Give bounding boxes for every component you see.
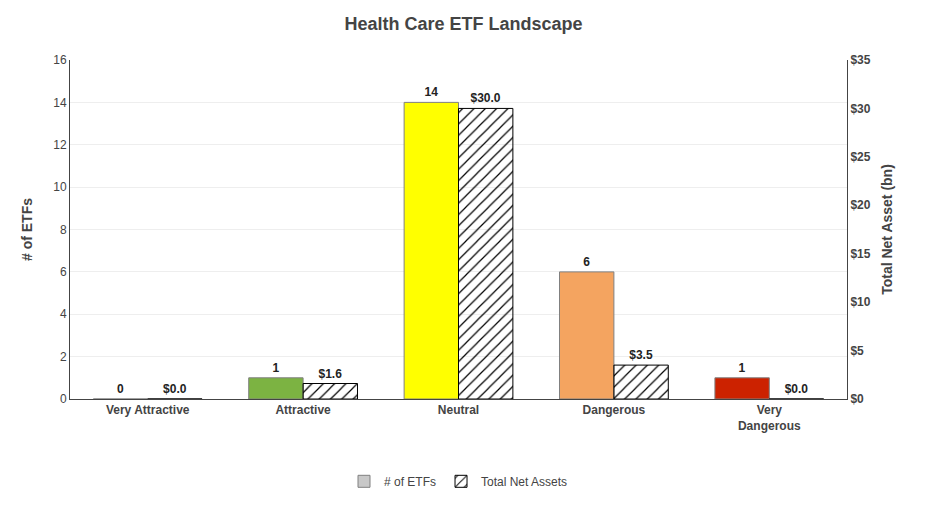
svg-text:2: 2 bbox=[60, 350, 67, 364]
svg-text:12: 12 bbox=[53, 138, 67, 152]
svg-text:8: 8 bbox=[60, 223, 67, 237]
svg-text:$5: $5 bbox=[850, 344, 864, 358]
svg-text:$0: $0 bbox=[850, 392, 864, 406]
svg-text:$30.0: $30.0 bbox=[471, 91, 501, 105]
svg-text:$0.0: $0.0 bbox=[785, 382, 809, 396]
svg-text:4: 4 bbox=[60, 307, 67, 321]
svg-text:Attractive: Attractive bbox=[275, 403, 331, 417]
svg-text:VeryDangerous: VeryDangerous bbox=[738, 403, 801, 433]
svg-text:10: 10 bbox=[53, 180, 67, 194]
svg-text:$35: $35 bbox=[850, 53, 870, 67]
svg-text:0: 0 bbox=[60, 392, 67, 406]
svg-text:$20: $20 bbox=[850, 198, 870, 212]
svg-text:6: 6 bbox=[583, 255, 590, 269]
svg-text:Total Net Assets: Total Net Assets bbox=[481, 475, 567, 489]
svg-text:# of ETFs: # of ETFs bbox=[19, 198, 35, 261]
svg-text:$15: $15 bbox=[850, 247, 870, 261]
svg-text:Health Care ETF Landscape: Health Care ETF Landscape bbox=[344, 14, 582, 34]
svg-text:Very Attractive: Very Attractive bbox=[106, 403, 190, 417]
svg-text:14: 14 bbox=[424, 85, 438, 99]
svg-text:$25: $25 bbox=[850, 150, 870, 164]
svg-text:$1.6: $1.6 bbox=[318, 367, 342, 381]
svg-text:1: 1 bbox=[739, 361, 746, 375]
svg-text:16: 16 bbox=[53, 53, 67, 67]
svg-text:$3.5: $3.5 bbox=[629, 348, 653, 362]
svg-text:$30: $30 bbox=[850, 102, 870, 116]
svg-text:0: 0 bbox=[117, 382, 124, 396]
svg-text:6: 6 bbox=[60, 265, 67, 279]
svg-text:14: 14 bbox=[53, 96, 67, 110]
svg-text:$0.0: $0.0 bbox=[163, 382, 187, 396]
svg-text:Neutral: Neutral bbox=[438, 403, 479, 417]
svg-text:# of ETFs: # of ETFs bbox=[384, 475, 436, 489]
svg-text:$10: $10 bbox=[850, 295, 870, 309]
svg-text:Total Net Asset (bn): Total Net Asset (bn) bbox=[879, 164, 895, 295]
svg-text:Dangerous: Dangerous bbox=[583, 403, 646, 417]
svg-text:1: 1 bbox=[272, 361, 279, 375]
